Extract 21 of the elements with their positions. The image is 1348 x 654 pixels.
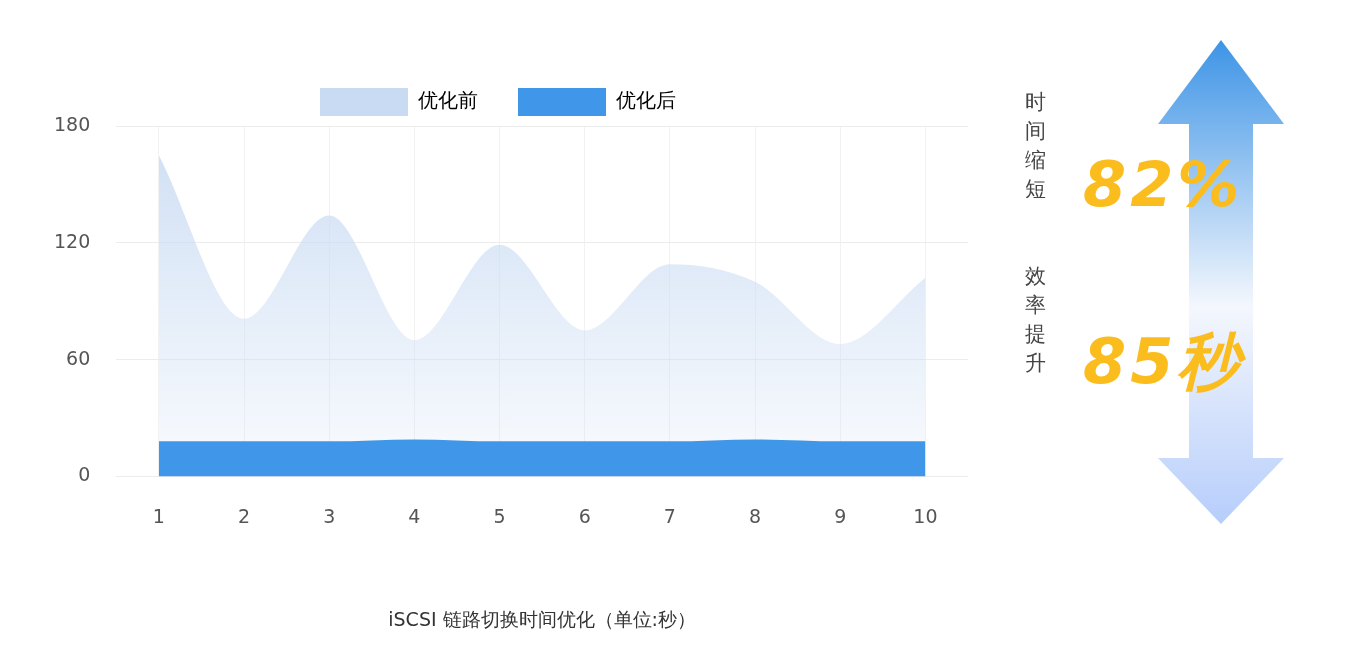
x-tick-label: 8 xyxy=(749,504,762,527)
x-tick-label: 6 xyxy=(578,504,591,527)
text: 85秒 xyxy=(1083,324,1244,400)
x-tick-label: 1 xyxy=(152,504,165,527)
x-tick-label: 9 xyxy=(834,504,847,527)
x-tick-label: 4 xyxy=(408,504,421,527)
x-tick-label: 10 xyxy=(913,504,938,527)
x-tick-label: 7 xyxy=(663,504,676,527)
legend-label: 优化后 xyxy=(616,88,676,113)
y-tick-label: 180 xyxy=(54,112,91,135)
text: 82% xyxy=(1083,148,1244,221)
y-tick-label: 0 xyxy=(78,463,91,486)
legend-label: 优化前 xyxy=(418,88,478,113)
text: 时间缩短 xyxy=(1023,89,1047,203)
x-tick-label: 3 xyxy=(323,504,336,527)
x-tick-label: 5 xyxy=(493,504,506,527)
x-tick-label: 2 xyxy=(237,504,251,527)
y-tick-label: 120 xyxy=(54,229,91,252)
text: 效率提升 xyxy=(1023,263,1047,377)
y-tick-label: 60 xyxy=(66,346,91,369)
x-axis-title: iSCSI 链路切换时间优化（单位:秒） xyxy=(388,607,696,630)
